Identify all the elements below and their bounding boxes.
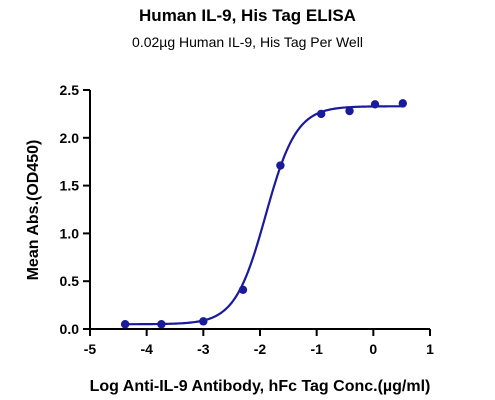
y-tick-label: 1.5 [60,178,80,194]
x-tick-label: -3 [197,341,210,357]
axes: -5 -4 -3 -2 -1 0 1 0.0 0.5 1.0 1.5 2.0 2.5 [60,82,435,357]
fit-curve [124,105,405,326]
x-axis-title: Log Anti-IL-9 Antibody, hFc Tag Conc.(µg… [90,378,431,395]
data-point [199,317,208,326]
x-tick-label: -1 [310,341,323,357]
x-tick-label: -2 [254,341,267,357]
y-tick-label: 0.0 [60,321,80,337]
y-tick-label: 0.5 [60,273,80,289]
fit-curve-layer [124,105,405,326]
y-tick-label: 1.0 [60,225,80,241]
data-point [276,161,285,170]
data-point [345,106,354,116]
y-tick-label: 2.0 [60,130,80,146]
chart-subtitle: 0.02µg Human IL-9, His Tag Per Well [132,34,363,50]
y-axis-title: Mean Abs.(OD450) [25,140,42,281]
x-tick-label: -5 [84,341,97,357]
x-tick-label: 0 [369,341,377,357]
y-tick-label: 2.5 [60,82,80,98]
data-point [120,320,130,329]
data-point [398,99,407,108]
data-point [238,285,248,295]
data-points-layer [120,99,407,329]
data-point [370,100,380,109]
data-point [317,109,326,119]
data-point [157,320,166,329]
x-tick-label: 1 [426,341,434,357]
x-tick-label: -4 [140,341,153,357]
chart-title: Human IL-9, His Tag ELISA [139,6,356,25]
